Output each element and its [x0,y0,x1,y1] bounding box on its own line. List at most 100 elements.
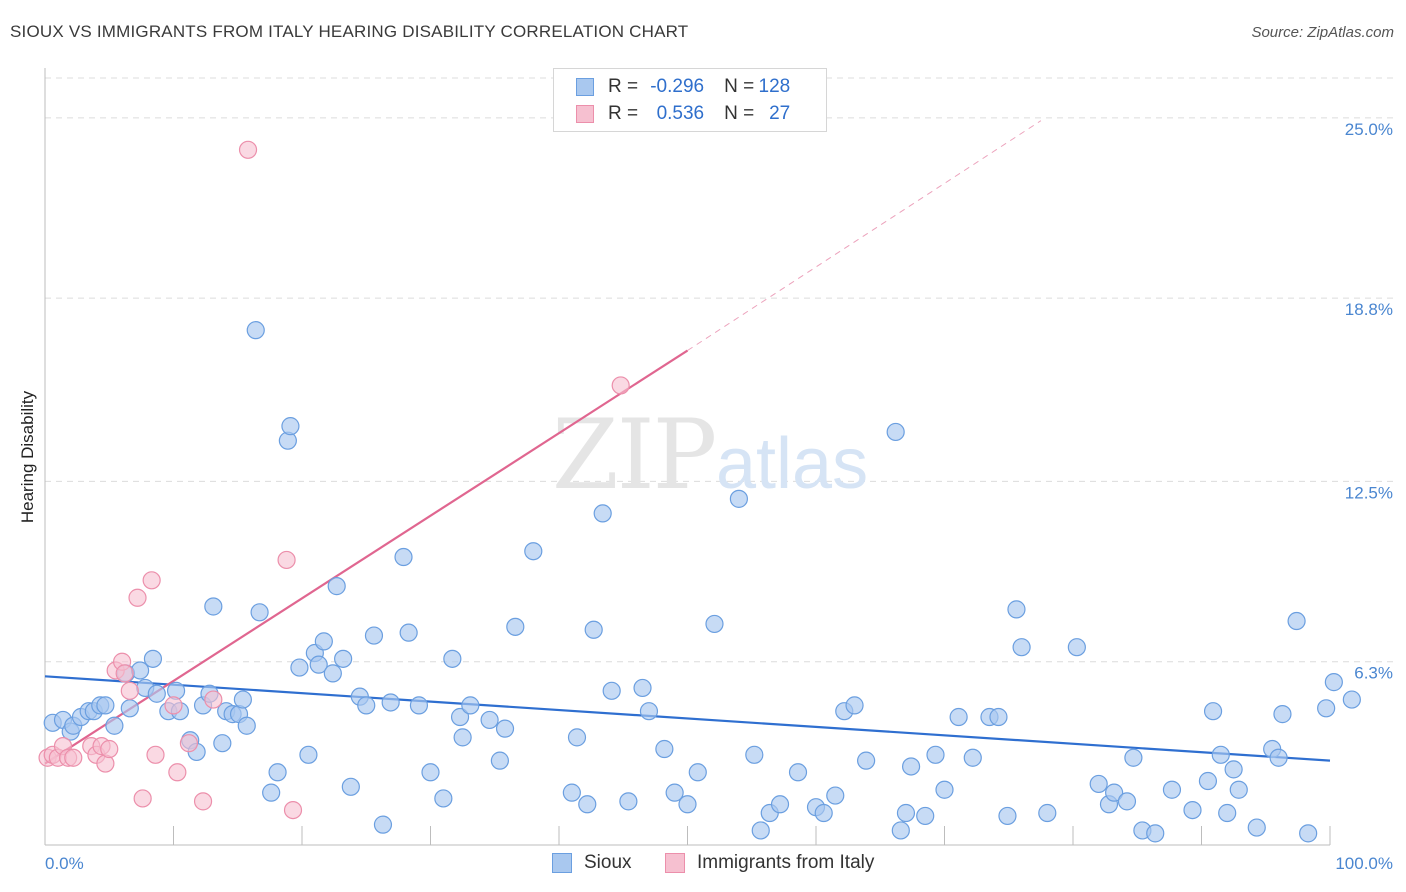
data-point [146,745,165,764]
data-point [341,777,360,796]
data-point [450,707,470,727]
data-point [490,751,509,770]
data-point [299,745,318,764]
data-point [729,489,749,508]
data-point [1198,771,1218,791]
data-point [998,806,1017,826]
data-point [373,815,393,834]
gridlines [45,77,1395,663]
data-point [314,632,333,651]
y-tick-label: 25.0% [1345,120,1393,139]
data-point [916,806,935,826]
data-point [115,664,134,683]
data-point [1229,780,1248,799]
legend-row-italy: R = 0.536 N = 27 [576,102,790,126]
legend-n-value: 128 [758,76,791,97]
data-point [281,417,300,436]
legend-n-label: N = [724,103,755,124]
series-italy [38,140,630,820]
trend-line-italy-extension [687,120,1042,351]
data-point [143,649,163,668]
data-point [770,795,790,814]
legend-r-value: 0.536 [656,103,705,124]
data-point [193,792,213,811]
data-point [100,739,119,759]
data-point [480,710,499,730]
data-point [1273,705,1292,724]
data-point [845,696,864,715]
legend-row-sioux: R = -0.296 N = 128 [576,75,790,99]
data-point [655,739,674,759]
data-point [364,626,384,645]
data-point [120,699,139,718]
data-point [213,734,232,753]
trend-line-sioux [44,675,1331,762]
data-point [578,795,597,814]
data-point [1183,800,1202,820]
data-point [639,702,659,721]
data-point [357,696,376,715]
legend-n-label: N = [724,76,755,97]
x-tick-label: 100.0% [1335,854,1393,873]
series-sioux [43,321,1361,843]
data-point [1089,774,1108,794]
y-tick-label: 18.8% [1345,300,1393,319]
data-point [1203,702,1223,721]
data-point [334,649,353,668]
data-point [461,696,480,715]
data-point [814,803,833,823]
data-point [886,422,905,442]
y-tick-label: 6.3% [1354,664,1393,683]
data-point [327,577,346,596]
data-point [633,678,652,698]
source-note: Source: ZipAtlas.com [1251,24,1394,41]
data-point [1012,638,1031,657]
data-point [290,658,309,677]
data-point [262,783,281,802]
legend-r-label: R = [608,103,639,124]
data-point [788,763,808,782]
data-point [309,655,328,674]
data-point [233,690,252,709]
data-point [562,783,581,802]
data-point [1299,824,1318,843]
data-point [1211,745,1230,764]
bottom-legend-swatch-italy [665,853,685,873]
data-point [989,707,1008,727]
data-point [277,550,296,570]
bottom-legend-label-italy: Immigrants from Italy [697,852,875,873]
legend-r-value: -0.296 [650,76,705,97]
data-point [238,140,258,159]
data-point [421,763,440,782]
data-point [1038,803,1057,823]
data-point [926,745,945,764]
data-point [751,821,770,840]
data-point [1007,600,1026,619]
data-point [602,681,621,700]
bottom-legend-italy: Immigrants from Italy [665,852,874,874]
data-point [1247,818,1266,837]
bottom-legend-swatch-sioux [552,853,572,873]
data-point [678,795,697,814]
data-point [323,664,342,683]
data-point [1342,690,1361,709]
data-point [133,789,152,808]
data-point [593,504,612,523]
data-point [611,376,630,395]
data-point [896,803,916,823]
watermark-zip: ZIP [552,399,715,511]
data-point [453,728,472,747]
data-points [38,140,1361,843]
data-point [96,696,115,715]
data-point [901,757,921,776]
data-point [443,649,462,668]
data-point [826,786,845,805]
data-point [168,763,187,782]
data-point [120,681,139,700]
data-point [142,571,161,590]
data-point [495,719,515,738]
data-point [204,690,223,709]
data-point [128,588,147,607]
data-point [409,696,429,715]
